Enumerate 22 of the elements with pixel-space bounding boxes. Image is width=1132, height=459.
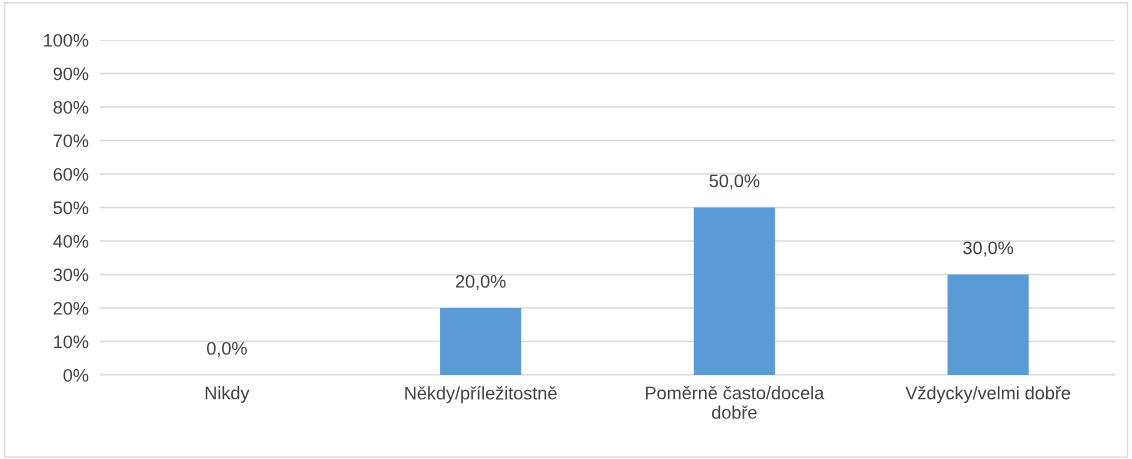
data-label: 30,0% xyxy=(963,241,1014,257)
y-tick-label: 90% xyxy=(53,67,89,81)
x-tick-label: Poměrně často/docela dobře xyxy=(646,386,825,419)
y-tick-label: 80% xyxy=(53,100,89,114)
y-tick-label: 0% xyxy=(63,368,89,382)
data-label: 0,0% xyxy=(207,341,247,357)
y-tick-label: 60% xyxy=(53,167,89,181)
bar xyxy=(440,308,522,375)
data-label: 20,0% xyxy=(455,274,506,290)
y-tick-label: 70% xyxy=(53,134,89,148)
y-tick-label: 50% xyxy=(53,201,89,215)
y-tick-label: 40% xyxy=(53,234,89,248)
y-tick-label: 100% xyxy=(44,33,89,47)
y-tick-label: 30% xyxy=(53,268,89,282)
y-tick-label: 10% xyxy=(54,335,89,349)
bar xyxy=(693,207,775,375)
x-tick-label: Někdy/příležitostně xyxy=(405,386,557,404)
data-label: 50,0% xyxy=(709,174,760,190)
x-tick-label: Vždycky/velmi dobře xyxy=(905,386,1071,403)
y-tick-label: 20% xyxy=(53,301,89,315)
x-tick-label: Nikdy xyxy=(205,386,250,403)
bar xyxy=(947,274,1029,375)
